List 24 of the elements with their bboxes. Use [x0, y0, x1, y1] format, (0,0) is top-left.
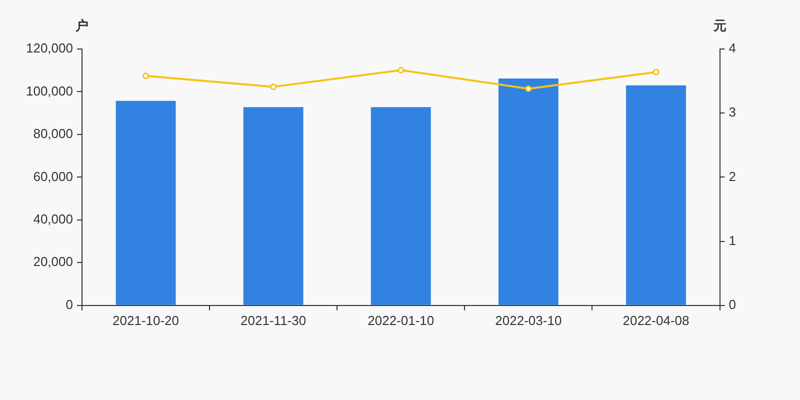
y2-axis-title: 元 [712, 18, 726, 34]
x-tick-label: 2021-10-20 [112, 312, 180, 328]
point [652, 68, 660, 76]
point [142, 72, 150, 80]
x-tick-label: 2022-04-08 [622, 312, 690, 328]
y-tick-label: 20,000 [33, 254, 73, 270]
point [398, 66, 404, 74]
point [525, 85, 532, 92]
y-axis-title: 户 [74, 18, 88, 34]
y-tick-label: 60,000 [33, 168, 73, 184]
y2-tick-label: 2 [728, 168, 736, 184]
y2-tick-label: 3 [728, 104, 736, 120]
y-tick-label: 100,000 [26, 83, 73, 98]
x-tick-label: 2022-03-10 [495, 312, 562, 328]
y2-tick-label: 1 [728, 232, 736, 248]
y-tick-label: 80,000 [33, 126, 73, 142]
y-tick-label: 0 [66, 296, 73, 312]
y2-tick-label: 0 [728, 296, 736, 312]
x-tick-label: 2021-11-30 [240, 312, 306, 328]
y2-tick-label: 4 [728, 40, 736, 56]
y-tick-label: 120,000 [26, 40, 73, 56]
y-tick-label: 40,000 [33, 212, 73, 227]
point [270, 84, 277, 90]
x-tick-label: 2022-01-10 [368, 312, 434, 328]
